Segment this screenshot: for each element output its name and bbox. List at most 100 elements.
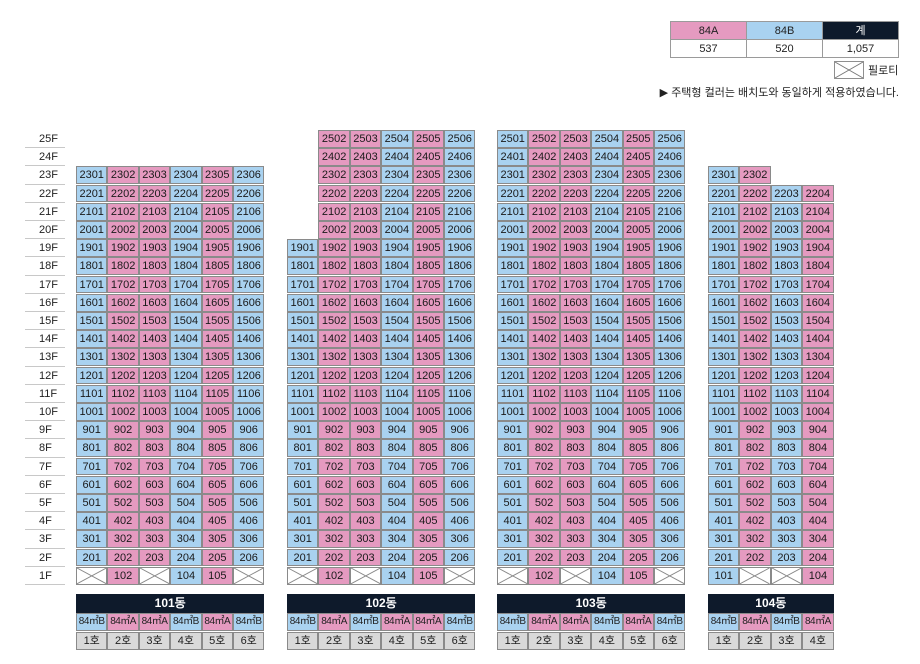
unit-cell: 2406	[654, 148, 686, 166]
unit-cell: 2302	[739, 166, 771, 185]
unit-cell: 1503	[559, 312, 592, 330]
unit-cell: 1105	[412, 384, 444, 403]
unit-type-label: 84㎡B	[233, 613, 265, 631]
unit-cell: 801	[287, 439, 319, 458]
unit-cell: 505	[622, 494, 654, 512]
unit-cell: 2101	[497, 202, 529, 221]
unit-cell: 1506	[654, 312, 686, 330]
unit-cell: 1301	[76, 348, 108, 367]
unit-cell: 606	[233, 475, 265, 494]
unit-cell: 901	[497, 421, 529, 439]
unit-cell: 1203	[138, 366, 171, 385]
unit-cell: 1905	[412, 239, 444, 257]
unit-number-label: 5호	[201, 632, 233, 650]
unit-cell: 2103	[349, 202, 382, 221]
unit-cell: 2303	[349, 166, 382, 185]
unit-cell: 1203	[770, 366, 803, 385]
unit-number-label: 5호	[412, 632, 444, 650]
unit-cell: 1005	[201, 403, 233, 421]
unit-cell: 1902	[318, 239, 350, 257]
unit-cell: 1906	[233, 239, 265, 257]
unit-cell: 1506	[444, 312, 476, 330]
unit-cell: 1902	[528, 239, 560, 257]
unit-cell: 902	[318, 421, 350, 439]
unit-cell: 1202	[739, 366, 771, 385]
unit-number-label: 4호	[381, 632, 413, 650]
unit-cell: 1106	[233, 384, 265, 403]
unit-cell: 702	[107, 457, 139, 476]
piloti-label: 필로티	[868, 65, 899, 77]
unit-cell: 205	[622, 548, 654, 567]
unit-cell: 1604	[591, 293, 623, 312]
unit-cell: 1505	[622, 312, 654, 330]
unit-cell: 1106	[444, 384, 476, 403]
unit-cell: 1006	[233, 403, 265, 421]
legend-84b-count: 520	[746, 39, 823, 58]
piloti-cell	[287, 566, 319, 585]
unit-cell: 805	[201, 439, 233, 458]
unit-cell: 501	[708, 494, 740, 512]
unit-cell: 2104	[170, 202, 202, 221]
floor-label: 24F	[25, 148, 65, 167]
unit-cell: 601	[708, 475, 740, 494]
piloti-cell	[770, 566, 803, 585]
unit-cell: 2102	[739, 202, 771, 221]
unit-type-legend: 84A 84B 계 537 520 1,057	[670, 21, 899, 58]
unit-cell: 1202	[107, 366, 139, 385]
unit-type-label: 84㎡A	[622, 613, 654, 631]
unit-cell: 1302	[318, 348, 350, 367]
unit-number-label: 4호	[802, 632, 834, 650]
unit-cell: 706	[444, 457, 476, 476]
unit-cell: 1304	[591, 348, 623, 367]
unit-cell: 704	[802, 457, 834, 476]
unit-cell: 2503	[559, 130, 592, 148]
unit-cell: 2204	[591, 184, 623, 203]
unit-cell: 303	[349, 530, 382, 549]
legend-84a-count: 537	[670, 39, 747, 58]
unit-cell: 1401	[76, 330, 108, 348]
unit-cell: 1401	[287, 330, 319, 348]
unit-cell: 1105	[201, 384, 233, 403]
unit-cell: 604	[170, 475, 202, 494]
unit-cell: 1804	[591, 257, 623, 276]
unit-cell: 206	[654, 548, 686, 567]
unit-cell: 1903	[349, 239, 382, 257]
unit-cell: 2304	[381, 166, 413, 185]
unit-cell: 1405	[201, 330, 233, 348]
unit-cell: 403	[770, 512, 803, 530]
unit-cell: 1705	[412, 275, 444, 294]
unit-cell: 1901	[287, 239, 319, 257]
unit-number-label: 2호	[318, 632, 350, 650]
unit-cell: 201	[497, 548, 529, 567]
unit-cell: 1701	[76, 275, 108, 294]
floor-label: 2F	[25, 549, 65, 567]
unit-cell: 203	[349, 548, 382, 567]
unit-cell: 2306	[444, 166, 476, 185]
unit-cell: 1001	[287, 403, 319, 421]
unit-cell: 2205	[412, 184, 444, 203]
unit-cell: 502	[739, 494, 771, 512]
unit-cell: 1603	[770, 293, 803, 312]
unit-cell: 702	[528, 457, 560, 476]
legend-84b-header: 84B	[746, 21, 823, 40]
unit-cell: 1901	[497, 239, 529, 257]
unit-cell: 1301	[497, 348, 529, 367]
unit-cell: 1305	[412, 348, 444, 367]
unit-cell: 1303	[349, 348, 382, 367]
unit-number-label: 6호	[444, 632, 476, 650]
unit-cell: 1503	[138, 312, 171, 330]
unit-cell: 2204	[381, 184, 413, 203]
unit-cell: 504	[381, 494, 413, 512]
unit-cell: 204	[591, 548, 623, 567]
unit-cell: 603	[138, 475, 171, 494]
unit-cell: 1702	[739, 275, 771, 294]
unit-cell: 2506	[654, 130, 686, 148]
unit-number-label: 4호	[170, 632, 202, 650]
unit-cell: 2201	[708, 184, 740, 203]
unit-cell: 1005	[622, 403, 654, 421]
unit-cell: 1003	[559, 403, 592, 421]
unit-cell: 1003	[349, 403, 382, 421]
unit-cell: 403	[349, 512, 382, 530]
unit-cell: 1306	[444, 348, 476, 367]
piloti-cell	[654, 566, 686, 585]
